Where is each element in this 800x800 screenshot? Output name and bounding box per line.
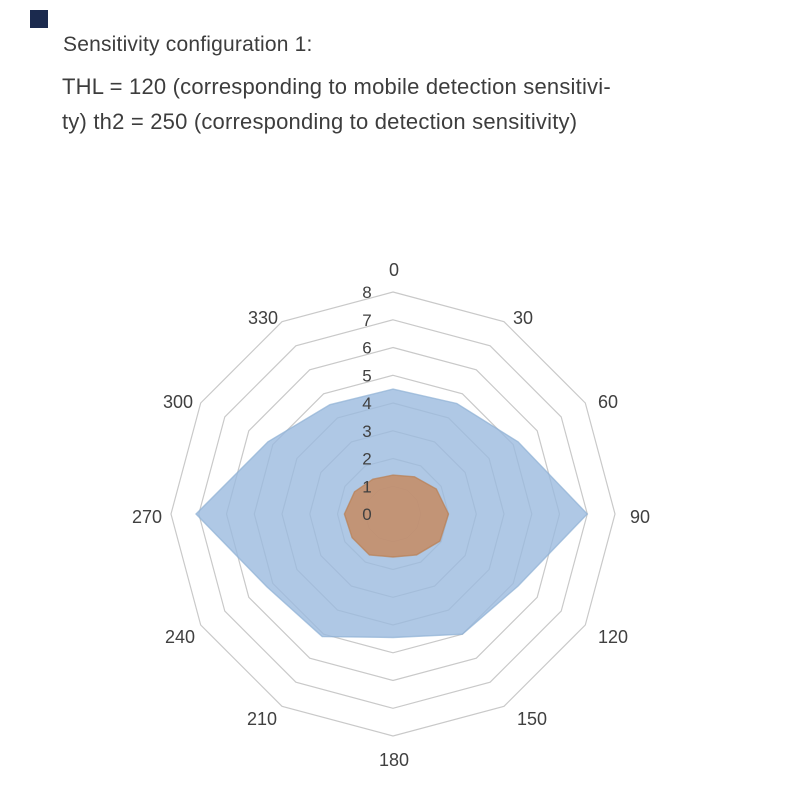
radar-angle-label-30: 30 [513,308,533,328]
radar-angle-label-270: 270 [132,507,162,527]
radar-radial-label-0: 0 [362,505,371,524]
radar-angle-label-0: 0 [389,260,399,280]
radar-radial-label-3: 3 [362,422,371,441]
caption-body-line-1: THL = 120 (corresponding to mobile detec… [62,74,611,99]
caption-title: Sensitivity configuration 1: [63,33,313,56]
radar-radial-label-7: 7 [362,311,371,330]
radar-radial-label-2: 2 [362,450,371,469]
corner-square-marker [30,10,48,28]
radar-radial-label-5: 5 [362,366,371,385]
radar-angle-label-60: 60 [598,392,618,412]
radar-grid-ring-8 [170,291,616,737]
radar-radial-label-8: 8 [362,283,371,302]
radar-angle-label-330: 330 [248,308,278,328]
radar-radial-label-6: 6 [362,339,371,358]
radar-angle-label-210: 210 [247,709,277,729]
radar-angle-label-300: 300 [163,392,193,412]
radar-radial-label-4: 4 [362,394,371,413]
radar-angle-label-120: 120 [598,627,628,647]
radar-angle-label-150: 150 [517,709,547,729]
radar-angle-label-180: 180 [379,750,409,770]
radar-grid-ring-7 [198,319,588,709]
radar-series-mobile-detection-sensitivity-inner [343,474,450,558]
caption-body-line-2: ty) th2 = 250 (corresponding to detectio… [62,109,578,134]
radar-radial-label-1: 1 [362,477,371,496]
radar-angle-label-240: 240 [165,627,195,647]
radar-grid-ring-6 [225,346,561,682]
radar-angle-label-90: 90 [630,507,650,527]
